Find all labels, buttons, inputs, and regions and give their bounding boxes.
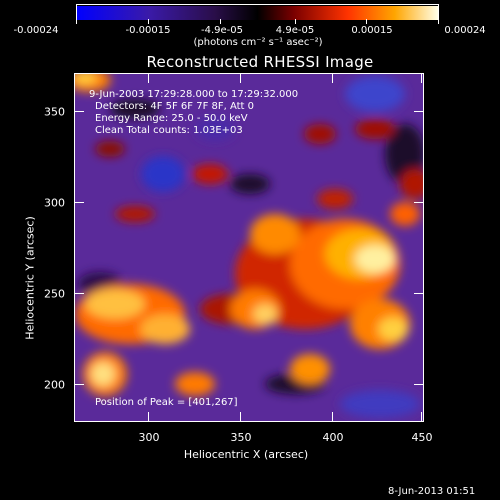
footer-date: 8-Jun-2013 01:51 [388, 486, 476, 497]
plot-area: 9-Jun-2003 17:29:28.000 to 17:29:32.000 … [74, 73, 424, 422]
info-time-range: 9-Jun-2003 17:29:28.000 to 17:29:32.000 [89, 89, 299, 100]
colorbar [76, 4, 439, 20]
x-axis-label: Heliocentric X (arcsec) [183, 448, 309, 461]
info-clean-counts: Clean Total counts: 1.03E+03 [95, 125, 243, 136]
y-tick-label: 250 [44, 287, 65, 301]
peak-position-label: Position of Peak = [401,267] [95, 397, 238, 408]
colorbar-tick [366, 19, 367, 24]
colorbar-units: (photons cm⁻² s⁻¹ asec⁻²) [193, 37, 323, 48]
colorbar-tick [220, 19, 221, 24]
colorbar-tick [438, 19, 439, 24]
colorbar-tick-label: -0.00024 [13, 25, 59, 36]
colorbar-tick-label: -0.00015 [125, 25, 171, 36]
y-axis-label: Heliocentric Y (arcsec) [23, 216, 37, 340]
info-energy-range: Energy Range: 25.0 - 50.0 keV [95, 113, 248, 124]
x-tick-label: 450 [411, 431, 433, 444]
info-detectors: Detectors: 4F 5F 6F 7F 8F, Att 0 [95, 101, 255, 112]
colorbar-gradient [77, 6, 438, 20]
colorbar-tick [76, 19, 77, 24]
x-tick-label: 300 [138, 431, 160, 444]
y-tick-label: 300 [44, 196, 65, 210]
colorbar-tick [295, 19, 296, 24]
y-tick-label: 200 [44, 378, 65, 392]
rhessi-image-map [75, 74, 423, 421]
colorbar-tick-label: -4.9e-05 [201, 25, 243, 36]
x-tick-label: 400 [322, 431, 344, 444]
colorbar-tick [148, 19, 149, 24]
plot-title: Reconstructed RHESSI Image [146, 53, 374, 71]
colorbar-tick-label: 4.9e-05 [275, 25, 315, 36]
y-tick-label: 350 [44, 105, 65, 119]
colorbar-tick-label: 0.00015 [351, 25, 393, 36]
x-tick-label: 350 [230, 431, 252, 444]
colorbar-tick-label: 0.00024 [444, 25, 486, 36]
